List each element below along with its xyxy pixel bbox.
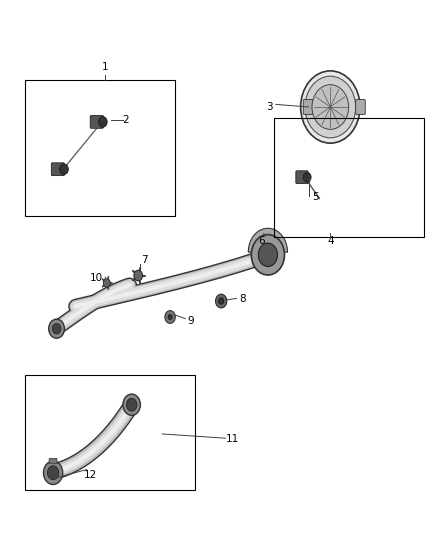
Text: 8: 8 [240, 294, 246, 304]
Circle shape [312, 85, 349, 130]
Bar [25, 375, 195, 490]
Text: 9: 9 [187, 316, 194, 326]
FancyBboxPatch shape [49, 458, 57, 464]
Bar [274, 118, 424, 237]
Text: 5: 5 [312, 192, 318, 203]
Circle shape [251, 235, 285, 275]
Text: 2: 2 [122, 115, 128, 125]
FancyBboxPatch shape [356, 100, 365, 115]
FancyBboxPatch shape [51, 163, 64, 175]
Circle shape [99, 117, 107, 127]
FancyBboxPatch shape [90, 116, 103, 128]
Text: 7: 7 [141, 255, 148, 265]
Circle shape [123, 394, 141, 415]
Circle shape [300, 71, 360, 143]
Circle shape [103, 279, 110, 287]
Circle shape [165, 311, 175, 324]
Text: 3: 3 [266, 102, 272, 112]
Circle shape [43, 461, 63, 484]
Polygon shape [248, 228, 288, 252]
Text: 12: 12 [84, 470, 97, 480]
Circle shape [134, 270, 143, 281]
Circle shape [303, 172, 311, 182]
Circle shape [52, 324, 61, 334]
Circle shape [258, 243, 278, 266]
Bar [25, 80, 175, 216]
Text: 4: 4 [327, 236, 334, 246]
Circle shape [305, 76, 356, 138]
FancyBboxPatch shape [303, 100, 313, 115]
Circle shape [168, 314, 172, 320]
Circle shape [47, 466, 59, 480]
Circle shape [127, 398, 137, 411]
Circle shape [49, 319, 64, 338]
Circle shape [215, 294, 227, 308]
Text: 6: 6 [258, 236, 265, 246]
Text: 1: 1 [102, 62, 109, 72]
Circle shape [219, 298, 224, 304]
Text: 10: 10 [90, 273, 103, 283]
FancyBboxPatch shape [296, 171, 308, 183]
Text: 11: 11 [226, 434, 239, 445]
Circle shape [60, 164, 68, 174]
